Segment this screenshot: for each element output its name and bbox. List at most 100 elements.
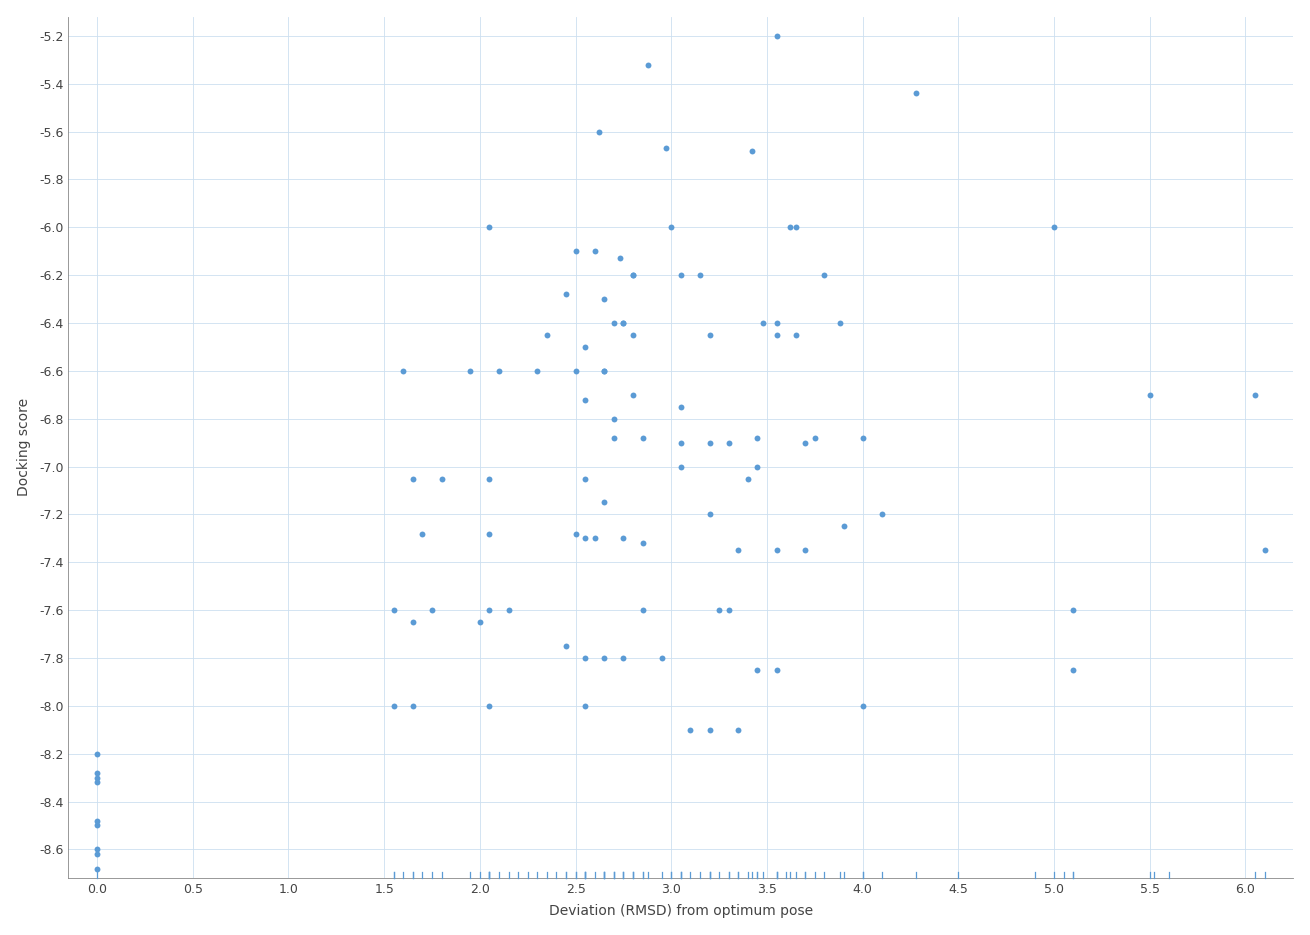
Point [680,723,701,738]
Point [829,315,850,330]
Point [814,267,834,282]
Point [1062,663,1083,678]
Point [718,435,739,450]
Point [575,392,596,407]
Point [1062,603,1083,618]
Point [766,315,787,330]
Point [555,287,576,302]
Point [609,251,630,266]
Point [86,861,107,876]
X-axis label: Deviation (RMSD) from optimum pose: Deviation (RMSD) from optimum pose [549,904,814,918]
Point [1254,543,1275,558]
Point [565,244,586,259]
Point [469,614,490,629]
Point [479,526,500,541]
Point [638,57,659,72]
Point [728,723,749,738]
Point [633,536,654,551]
Point [785,220,806,235]
Point [671,267,692,282]
Point [604,411,625,426]
Point [1044,220,1065,235]
Point [575,471,596,486]
Point [460,364,481,379]
Point [738,471,758,486]
Point [700,435,721,450]
Point [527,364,548,379]
Point [655,141,676,156]
Point [402,471,423,486]
Point [718,603,739,618]
Point [1244,387,1265,402]
Point [575,531,596,546]
Point [613,315,634,330]
Point [593,364,614,379]
Point [86,847,107,862]
Y-axis label: Docking score: Docking score [17,398,30,496]
Point [604,315,625,330]
Point [633,603,654,618]
Point [700,507,721,522]
Point [622,387,643,402]
Point [422,603,443,618]
Point [779,220,800,235]
Point [575,651,596,666]
Point [700,327,721,342]
Point [479,698,500,713]
Point [651,651,672,666]
Point [575,339,596,354]
Point [86,766,107,781]
Point [853,698,874,713]
Point [536,327,557,342]
Point [766,543,787,558]
Point [700,723,721,738]
Point [613,315,634,330]
Point [785,327,806,342]
Point [489,364,510,379]
Point [593,651,614,666]
Point [833,519,854,534]
Point [804,430,825,445]
Point [575,698,596,713]
Point [593,364,614,379]
Point [565,526,586,541]
Point [853,430,874,445]
Point [384,698,405,713]
Point [604,430,625,445]
Point [728,543,749,558]
Point [584,531,605,546]
Point [747,663,768,678]
Point [1140,387,1161,402]
Point [86,770,107,785]
Point [622,267,643,282]
Point [741,143,762,158]
Point [411,526,432,541]
Point [498,603,519,618]
Point [86,842,107,856]
Point [660,220,681,235]
Point [622,267,643,282]
Point [766,327,787,342]
Point [402,698,423,713]
Point [633,430,654,445]
Point [584,244,605,259]
Point [86,818,107,833]
Point [479,603,500,618]
Point [747,459,768,474]
Point [593,292,614,307]
Point [86,775,107,790]
Point [766,663,787,678]
Point [671,459,692,474]
Point [613,651,634,666]
Point [555,639,576,654]
Point [689,267,710,282]
Point [402,614,423,629]
Point [565,364,586,379]
Point [795,435,816,450]
Point [593,495,614,510]
Point [622,327,643,342]
Point [393,364,414,379]
Point [671,435,692,450]
Point [871,507,892,522]
Point [753,315,774,330]
